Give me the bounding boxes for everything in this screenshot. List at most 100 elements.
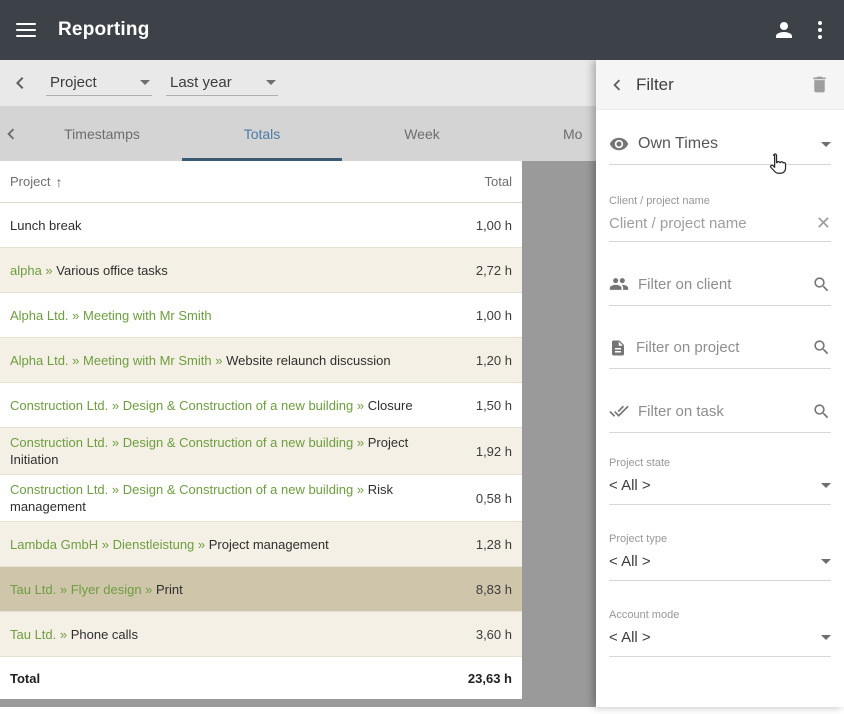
filter-on-client-field[interactable]: Filter on client — [609, 274, 831, 306]
menu-icon[interactable] — [16, 23, 36, 37]
filter-on-client-label: Filter on client — [638, 275, 732, 293]
project-path-segment: Closure — [367, 397, 413, 413]
more-options-icon[interactable] — [812, 19, 828, 41]
table-row[interactable]: Alpha Ltd. » Meeting with Mr Smith » Web… — [0, 338, 522, 383]
tab-totals[interactable]: Totals — [182, 106, 342, 161]
times-mode-select[interactable]: Own Times — [609, 134, 831, 165]
project-path-segment: Construction Ltd. — [10, 435, 109, 450]
filter-title: Filter — [636, 74, 674, 94]
row-project-path: Lunch break — [0, 211, 430, 240]
project-path-segment: » — [108, 397, 123, 413]
account-mode-value: < All > — [609, 629, 651, 646]
sort-ascending-icon: ↑ — [55, 173, 63, 190]
search-icon — [812, 275, 831, 294]
project-path-segment: Project management — [208, 536, 329, 552]
project-path-segment: Tau Ltd. — [10, 626, 57, 642]
clear-input-icon[interactable]: ✕ — [815, 213, 831, 233]
delete-filter-icon[interactable] — [809, 74, 830, 95]
user-icon[interactable] — [772, 18, 796, 42]
row-total: 8,83 h — [475, 581, 512, 597]
client-project-name-input[interactable] — [609, 214, 810, 232]
project-path-segment: Print — [156, 581, 183, 597]
footer-label: Total — [10, 670, 41, 686]
table-row[interactable]: Construction Ltd. » Design & Constructio… — [0, 475, 522, 522]
column-project-label: Project — [10, 174, 51, 189]
report-type-select[interactable]: Project — [46, 71, 152, 96]
date-range-select[interactable]: Last year — [166, 71, 278, 96]
task-done-all-icon — [609, 401, 629, 421]
column-header-total[interactable]: Total — [484, 174, 512, 189]
table-footer: Total 23,63 h — [0, 657, 522, 699]
tab-mo[interactable]: Mo — [502, 106, 662, 161]
project-type-label: Project type — [609, 533, 668, 545]
project-path-segment: » — [108, 435, 123, 450]
project-path-segment: Design & Construction of a new building — [122, 397, 354, 413]
column-header-project[interactable]: Project ↑ — [0, 174, 430, 190]
row-total: 1,00 h — [475, 217, 512, 233]
times-mode-value: Own Times — [638, 135, 719, 152]
project-path-segment: Construction Ltd. — [10, 482, 109, 497]
account-mode-label: Account mode — [609, 609, 680, 621]
report-tabs: Timestamps Totals Week Mo — [0, 106, 596, 161]
project-path-segment: » — [211, 352, 227, 368]
project-path-segment: » — [353, 435, 368, 450]
tab-week[interactable]: Week — [342, 106, 502, 161]
table-row[interactable]: Lunch break 1,00 h — [0, 203, 522, 248]
filter-on-task-field[interactable]: Filter on task — [609, 401, 831, 433]
table-row[interactable]: Alpha Ltd. » Meeting with Mr Smith 1,00 h — [0, 293, 522, 338]
chevron-down-icon — [821, 635, 831, 640]
project-path-segment: Flyer design — [70, 581, 142, 597]
back-chevron-icon[interactable] — [8, 71, 32, 95]
project-path-segment: Phone calls — [70, 626, 138, 642]
project-state-group: Project state < All > — [609, 457, 831, 505]
table-row[interactable]: Construction Ltd. » Design & Constructio… — [0, 428, 522, 475]
report-area: Project Last year Timestamps Totals Week Mo… — [0, 60, 596, 707]
table-row[interactable]: alpha » Various office tasks 2,72 h — [0, 248, 522, 293]
project-path-segment: Risk management — [10, 482, 394, 514]
chevron-down-icon — [266, 79, 276, 85]
search-icon — [812, 338, 831, 357]
table-header: Project ↑ Total — [0, 161, 522, 203]
report-toolbar: Project Last year — [0, 60, 596, 106]
date-range-value: Last year — [170, 73, 232, 91]
project-path-segment: Design & Construction of a new building — [122, 435, 354, 450]
project-state-value: < All > — [609, 477, 651, 494]
row-project-path: Alpha Ltd. » Meeting with Mr Smith » Web… — [0, 346, 430, 375]
app-bar-actions — [772, 18, 828, 42]
row-project-path: Construction Ltd. » Design & Constructio… — [0, 475, 430, 521]
project-path-segment: » — [98, 536, 113, 552]
filter-back-chevron-icon[interactable] — [606, 74, 628, 96]
project-type-select[interactable]: < All > — [609, 545, 831, 581]
tabs-scroll-left-icon[interactable] — [0, 106, 22, 161]
tab-timestamps[interactable]: Timestamps — [22, 106, 182, 161]
chevron-down-icon — [821, 141, 831, 147]
filter-on-project-field[interactable]: Filter on project — [609, 338, 831, 369]
tab-label: Week — [404, 125, 440, 142]
row-project-path: Construction Ltd. » Design & Constructio… — [0, 428, 430, 474]
project-path-segment: » — [68, 352, 84, 368]
project-path-segment: Project Initiation — [10, 435, 409, 467]
table-row[interactable]: Lambda GmbH » Dienstleistung » Project m… — [0, 522, 522, 567]
project-type-value: < All > — [609, 553, 651, 570]
chevron-down-icon — [821, 483, 831, 488]
row-total: 1,28 h — [475, 536, 512, 552]
tab-label: Timestamps — [64, 125, 140, 142]
table-row[interactable]: Tau Ltd. » Flyer design » Print 8,83 h — [0, 567, 522, 612]
table-row[interactable]: Tau Ltd. » Phone calls 3,60 h — [0, 612, 522, 657]
project-state-select[interactable]: < All > — [609, 469, 831, 505]
row-total: 2,72 h — [475, 262, 512, 278]
row-project-path: Tau Ltd. » Flyer design » Print — [0, 575, 430, 604]
project-path-segment: » — [56, 581, 71, 597]
chevron-down-icon — [821, 559, 831, 564]
table-row[interactable]: Construction Ltd. » Design & Constructio… — [0, 383, 522, 428]
tab-label: Mo — [563, 125, 583, 142]
project-path-segment: Alpha Ltd. — [10, 352, 69, 368]
account-mode-select[interactable]: < All > — [609, 621, 831, 657]
row-total: 1,92 h — [475, 443, 512, 459]
project-path-segment: » — [108, 482, 123, 497]
filter-on-task-label: Filter on task — [638, 402, 724, 420]
eye-icon — [609, 134, 629, 154]
project-path-segment: Dienstleistung — [112, 536, 195, 552]
row-project-path: Alpha Ltd. » Meeting with Mr Smith — [0, 301, 430, 330]
table-body: Lunch break 1,00 h alpha » Various office … — [0, 203, 522, 657]
